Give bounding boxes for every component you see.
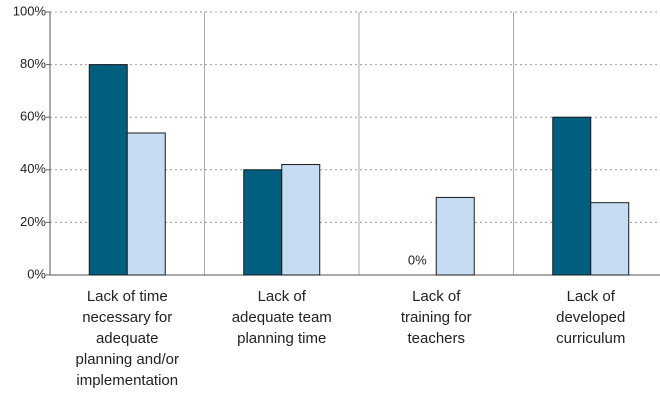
y-tick-label: 60% bbox=[20, 109, 46, 124]
x-tick-label: Lack of adequate team planning time bbox=[232, 288, 332, 347]
data-label: 0% bbox=[408, 252, 427, 267]
bar bbox=[243, 169, 283, 276]
bar bbox=[435, 196, 475, 276]
y-tick-label: 20% bbox=[20, 214, 46, 229]
y-tick-label: 100% bbox=[13, 3, 47, 18]
y-tick-label: 0% bbox=[27, 266, 46, 281]
x-tick-label: Lack of time necessary for adequate plannin… bbox=[76, 288, 179, 389]
x-tick-label: Lack of developed curriculum bbox=[556, 288, 625, 347]
y-tick-label: 40% bbox=[20, 161, 46, 176]
bar bbox=[126, 132, 166, 276]
y-tick-label: 80% bbox=[20, 56, 46, 71]
x-tick-label: Lack of training for teachers bbox=[401, 288, 472, 347]
bar bbox=[88, 64, 128, 276]
bar bbox=[590, 202, 630, 276]
bar bbox=[552, 116, 592, 276]
bar bbox=[281, 164, 321, 276]
